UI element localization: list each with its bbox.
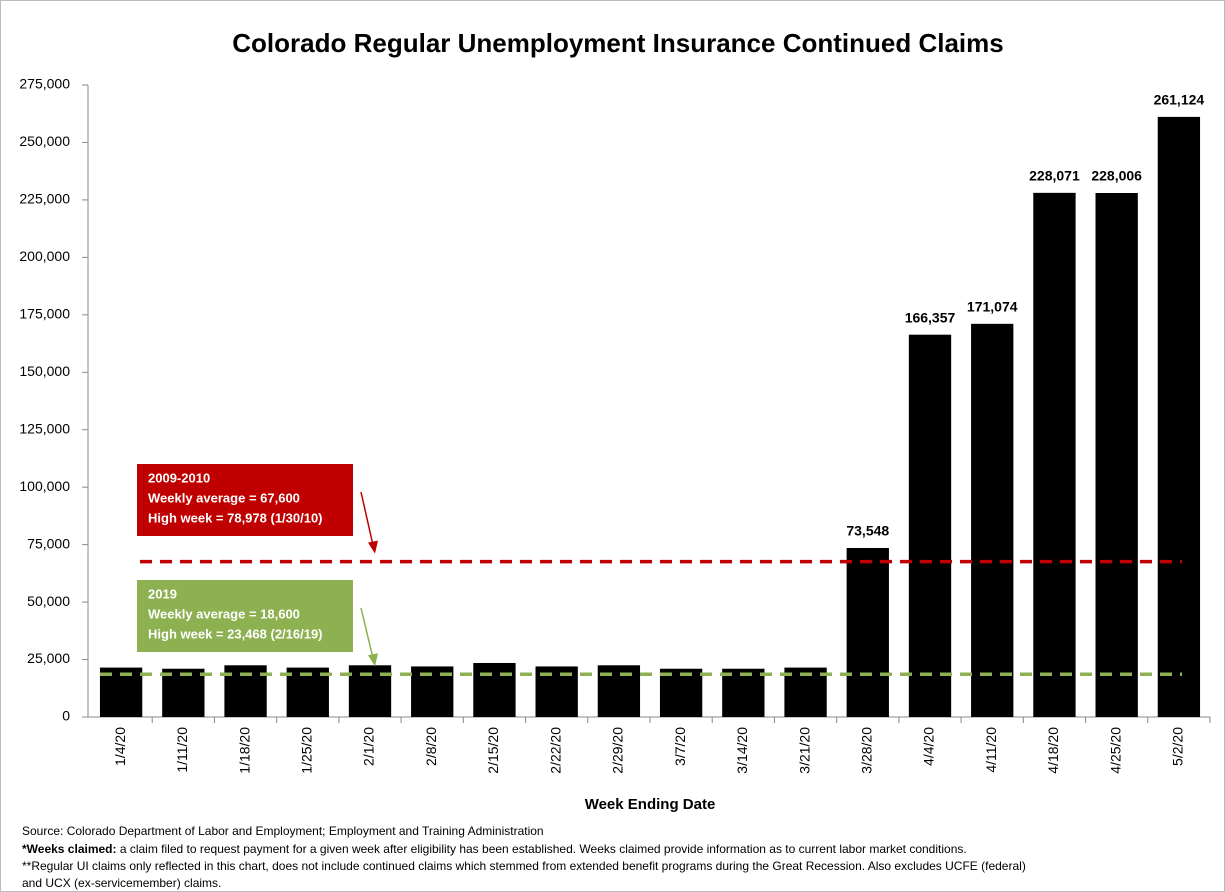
annotation-box	[137, 464, 353, 536]
x-tick-label: 4/4/20	[921, 727, 937, 766]
y-tick-label: 275,000	[19, 76, 70, 92]
bar	[1095, 193, 1138, 718]
value-label: 261,124	[1154, 92, 1205, 108]
value-label: 171,074	[967, 299, 1018, 315]
value-label: 166,357	[905, 309, 956, 325]
bar	[971, 323, 1014, 717]
bar	[473, 662, 516, 717]
bar	[1157, 116, 1201, 717]
bar	[162, 668, 205, 717]
x-tick-label: 1/25/20	[298, 727, 314, 774]
y-tick-label: 250,000	[19, 133, 70, 149]
annotation-text: 2009-2010	[148, 470, 210, 485]
x-tick-label: 4/11/20	[983, 727, 999, 773]
arrow-head	[368, 540, 378, 554]
x-tick-label: 2/15/20	[485, 727, 501, 774]
bar	[722, 668, 765, 717]
annotation-arrow	[360, 607, 375, 663]
value-label: 228,006	[1091, 168, 1142, 184]
annotation-arrow	[360, 491, 375, 550]
x-tick-label: 4/25/20	[1107, 727, 1123, 774]
bar	[908, 334, 952, 717]
y-tick-label: 175,000	[19, 306, 70, 322]
x-tick-label: 2/8/20	[423, 727, 439, 766]
chart-title: Colorado Regular Unemployment Insurance …	[232, 28, 1003, 58]
y-tick-label: 0	[62, 708, 70, 724]
value-label: 73,548	[846, 523, 889, 539]
annotation-text: High week = 23,468 (2/16/19)	[148, 626, 323, 641]
y-tick-label: 75,000	[27, 535, 70, 551]
y-tick-label: 150,000	[19, 363, 70, 379]
y-tick-label: 50,000	[27, 593, 70, 609]
y-tick-label: 125,000	[19, 420, 70, 436]
y-tick-label: 100,000	[19, 478, 70, 494]
x-tick-label: 3/21/20	[796, 727, 812, 774]
annotation-text: Weekly average = 67,600	[148, 490, 300, 505]
y-tick-label: 200,000	[19, 248, 70, 264]
annotation-text: Weekly average = 18,600	[148, 606, 300, 621]
annotation-box	[137, 580, 353, 652]
value-label: 228,071	[1029, 168, 1080, 184]
x-tick-label: 2/29/20	[610, 727, 626, 774]
x-tick-label: 3/7/20	[672, 727, 688, 766]
x-tick-label: 1/18/20	[236, 727, 252, 774]
x-tick-label: 3/28/20	[858, 727, 874, 774]
x-tick-label: 3/14/20	[734, 727, 750, 774]
y-tick-label: 225,000	[19, 191, 70, 207]
x-tick-label: 5/2/20	[1170, 727, 1186, 766]
bar	[846, 547, 889, 717]
annotation-text: 2019	[148, 586, 177, 601]
source: Source: Colorado Department of Labor and…	[22, 824, 544, 838]
note-text: a claim filed to request payment for a g…	[117, 842, 967, 856]
y-tick-label: 25,000	[27, 650, 70, 666]
bar	[1033, 192, 1076, 717]
x-axis-title: Week Ending Date	[585, 796, 716, 813]
x-tick-label: 4/18/20	[1045, 727, 1061, 774]
x-tick-label: 2/22/20	[547, 727, 563, 774]
x-tick-label: 1/11/20	[174, 727, 190, 773]
note: **Regular UI claims only reflected in th…	[22, 859, 1026, 873]
x-tick-label: 2/1/20	[361, 727, 377, 766]
note: *Weeks claimed: a claim filed to request…	[22, 842, 967, 856]
note-bold: *Weeks claimed:	[22, 842, 117, 856]
arrow-head	[368, 653, 378, 667]
annotation-text: High week = 78,978 (1/30/10)	[148, 510, 323, 525]
bar	[659, 668, 703, 717]
note: and UCX (ex-servicemember) claims.	[22, 876, 221, 890]
x-tick-label: 1/4/20	[112, 727, 128, 766]
